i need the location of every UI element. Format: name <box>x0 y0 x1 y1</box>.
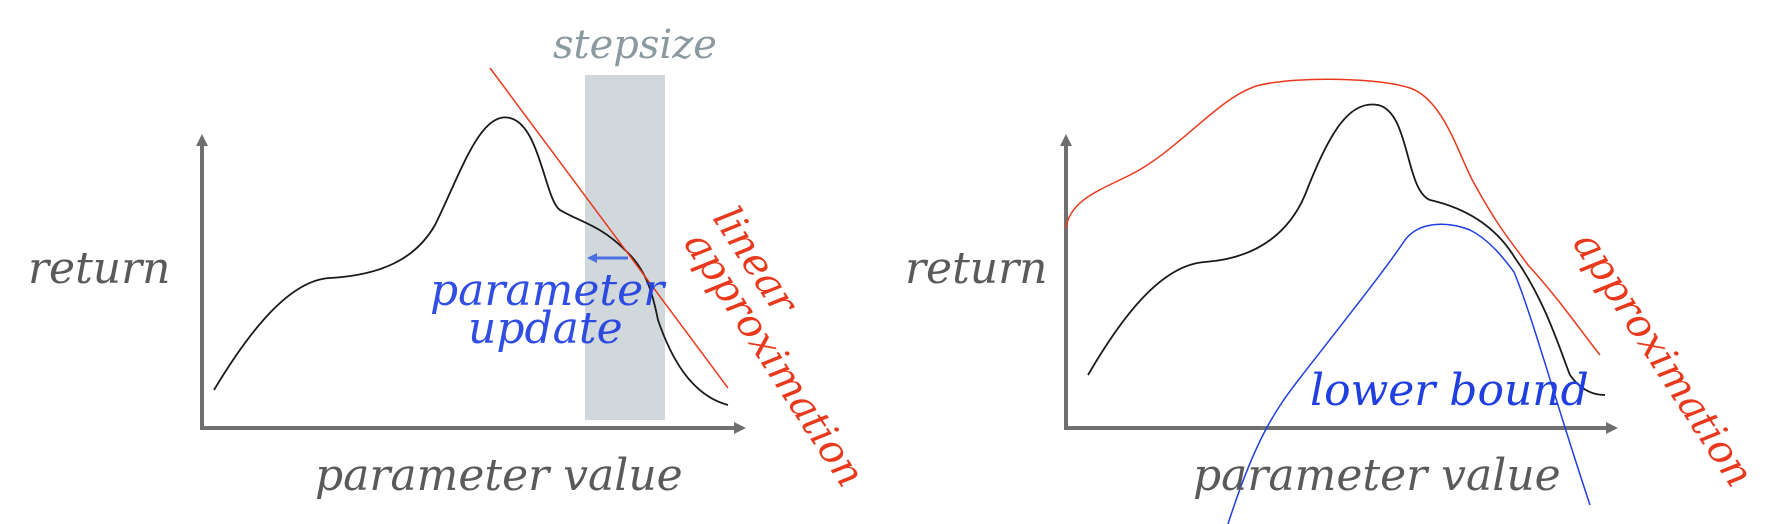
lower-bound-label: lower bound <box>1310 365 1589 416</box>
stepsize-label: stepsize <box>553 22 717 68</box>
right-panel: return parameter value lower bound appro… <box>905 78 1763 524</box>
approximation-label-right: approximation <box>1564 223 1763 495</box>
right-x-axis-label: parameter value <box>1193 450 1561 501</box>
left-x-axis-label: parameter value <box>315 450 683 501</box>
stepsize-band <box>585 75 665 420</box>
right-y-axis-label: return <box>905 243 1047 294</box>
lower-bound-curve <box>1227 223 1591 524</box>
right-approximation-curve <box>1065 78 1601 356</box>
left-panel: return parameter value stepsize paramete… <box>28 22 873 501</box>
linear-approximation-line <box>489 67 729 389</box>
parameter-update-label-line1: parameter <box>430 265 667 316</box>
parameter-update-label-line2: update <box>468 303 623 354</box>
left-return-curve <box>213 116 729 406</box>
right-return-curve <box>1087 103 1606 396</box>
left-y-axis-label: return <box>28 243 170 294</box>
